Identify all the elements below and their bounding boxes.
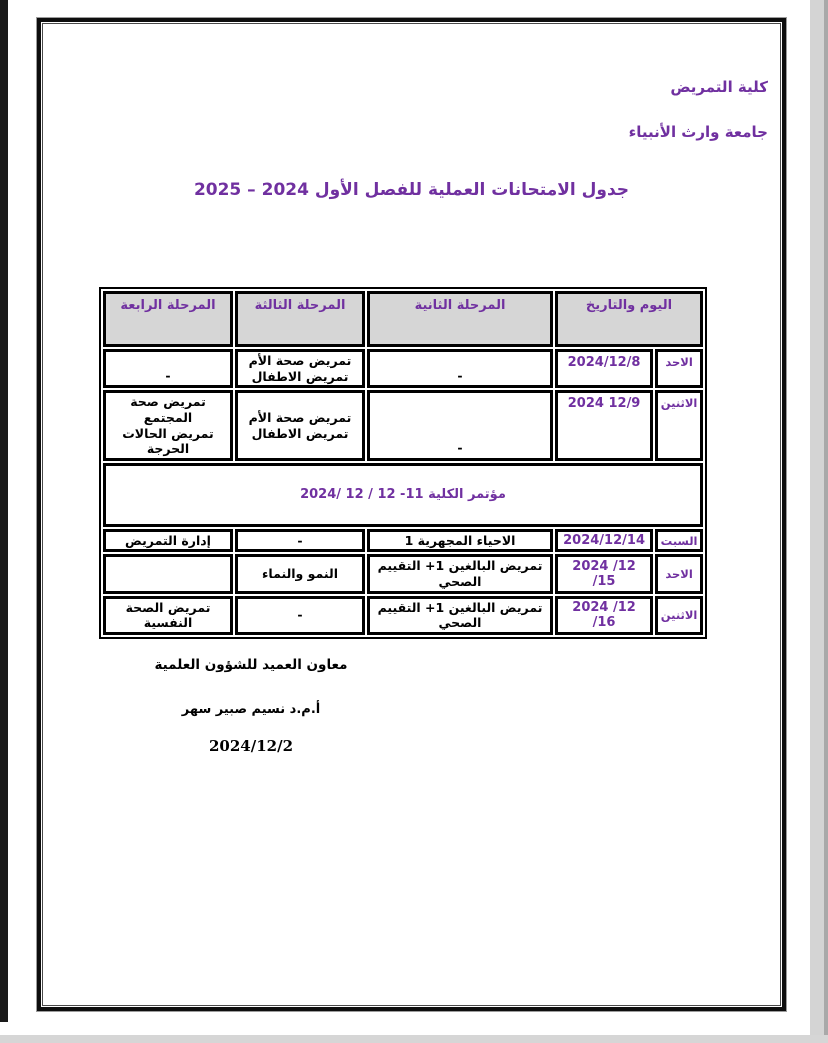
page-title: جدول الامتحانات العملية للفصل الأول 2024… bbox=[193, 180, 630, 200]
cell-day: الاحد bbox=[655, 349, 703, 389]
scan-edge-left bbox=[0, 0, 8, 1022]
subject-line: تمريض الاطفال bbox=[251, 368, 349, 384]
date-value: 2024/12/8 bbox=[567, 355, 641, 370]
table-row: الاحد 2024 /12 /15 تمريض البالغين 1+ الت… bbox=[103, 554, 703, 594]
cell-stage4: إدارة التمريض bbox=[103, 528, 233, 553]
cell-stage3: النمو والنماء bbox=[235, 554, 365, 594]
cell-stage2: الاحياء المجهرية 1 bbox=[367, 528, 553, 553]
cell-stage4: - bbox=[103, 349, 233, 389]
date-value: 2024/12/14 bbox=[563, 533, 645, 549]
date-value: 2024 12/9 bbox=[567, 396, 641, 412]
cell-date: 2024 /12 /15 bbox=[555, 554, 654, 594]
table-row: الاثنين 2024 /12 /16 تمريض البالغين 1+ ا… bbox=[103, 595, 703, 635]
subject-line: تمريض صحة الأم bbox=[248, 409, 352, 425]
university-name: جامعة وارث الأنبياء bbox=[628, 123, 768, 141]
date-value: 2024 /12 /16 bbox=[572, 600, 636, 631]
column-header-stage2: المرحلة الثانية bbox=[367, 291, 553, 347]
cell-stage2: - bbox=[367, 349, 553, 389]
subject-line: تمريض صحة المجتمع bbox=[130, 394, 206, 425]
subject-line: تمريض الحالات الحرجة bbox=[122, 425, 214, 457]
signature-date: 2024/12/2 bbox=[208, 737, 294, 755]
column-header-day-date: اليوم والتاريخ bbox=[555, 291, 703, 347]
scan-background-bottom bbox=[0, 1035, 828, 1043]
cell-day: الاثنين bbox=[655, 390, 703, 461]
column-header-stage4: المرحلة الرابعة bbox=[103, 291, 233, 347]
cell-stage4: تمريض صحة المجتمع تمريض الحالات الحرجة bbox=[103, 390, 233, 461]
cell-stage2: - bbox=[367, 390, 553, 461]
cell-day: الاثنين bbox=[655, 595, 703, 635]
signatory-title: معاون العميد للشؤون العلمية bbox=[154, 657, 348, 673]
cell-stage3: - bbox=[235, 528, 365, 553]
signatory-name: أ.م.د نسيم صبير سهر bbox=[181, 702, 321, 717]
cell-stage2: تمريض البالغين 1+ التقييم الصحي bbox=[367, 554, 553, 594]
document-border-frame bbox=[37, 18, 786, 1011]
college-name: كلية التمريض bbox=[670, 78, 768, 96]
cell-stage3: تمريض صحة الأم تمريض الاطفال bbox=[235, 349, 365, 389]
cell-stage3: تمريض صحة الأم تمريض الاطفال bbox=[235, 390, 365, 461]
conference-dates: 2024/ 12 / 12 -11 bbox=[300, 487, 424, 503]
cell-date: 2024 /12 /16 bbox=[555, 595, 654, 635]
table-row: السبت 2024/12/14 الاحياء المجهرية 1 - إد… bbox=[103, 528, 703, 553]
scan-edge-right bbox=[824, 0, 828, 1043]
cell-date: 2024 12/9 bbox=[555, 390, 654, 461]
scan-background-right bbox=[810, 0, 828, 1043]
cell-stage2: تمريض البالغين 1+ التقييم الصحي bbox=[367, 595, 553, 635]
subject-line: تمريض صحة الأم bbox=[248, 353, 352, 368]
cell-date: 2024/12/8 bbox=[555, 349, 654, 389]
cell-day: الاحد bbox=[655, 554, 703, 594]
cell-date: 2024/12/14 bbox=[555, 528, 654, 553]
table-row: الاثنين 2024 12/9 - تمريض صحة الأم تمريض… bbox=[103, 390, 703, 461]
conference-cell: مؤتمر الكلية 2024/ 12 / 12 -11 bbox=[103, 462, 703, 527]
signature-block: معاون العميد للشؤون العلمية أ.م.د نسيم ص… bbox=[141, 657, 361, 755]
table-header-row: اليوم والتاريخ المرحلة الثانية المرحلة ا… bbox=[103, 291, 703, 347]
cell-day: السبت bbox=[655, 528, 703, 553]
cell-stage4 bbox=[103, 554, 233, 594]
subject-line: تمريض الاطفال bbox=[251, 425, 349, 441]
cell-stage3: - bbox=[235, 595, 365, 635]
table-row: الاحد 2024/12/8 - تمريض صحة الأم تمريض ا… bbox=[103, 349, 703, 389]
conference-row: مؤتمر الكلية 2024/ 12 / 12 -11 bbox=[103, 462, 703, 527]
exam-schedule-table: اليوم والتاريخ المرحلة الثانية المرحلة ا… bbox=[99, 287, 707, 639]
conference-label: مؤتمر الكلية bbox=[428, 487, 506, 503]
date-value: 2024 /12 /15 bbox=[572, 559, 636, 589]
cell-stage4: تمريض الصحة النفسية bbox=[103, 595, 233, 635]
exam-schedule-table-wrap: اليوم والتاريخ المرحلة الثانية المرحلة ا… bbox=[99, 287, 707, 639]
organization-header: كلية التمريض جامعة وارث الأنبياء bbox=[629, 78, 768, 141]
column-header-stage3: المرحلة الثالثة bbox=[235, 291, 365, 347]
